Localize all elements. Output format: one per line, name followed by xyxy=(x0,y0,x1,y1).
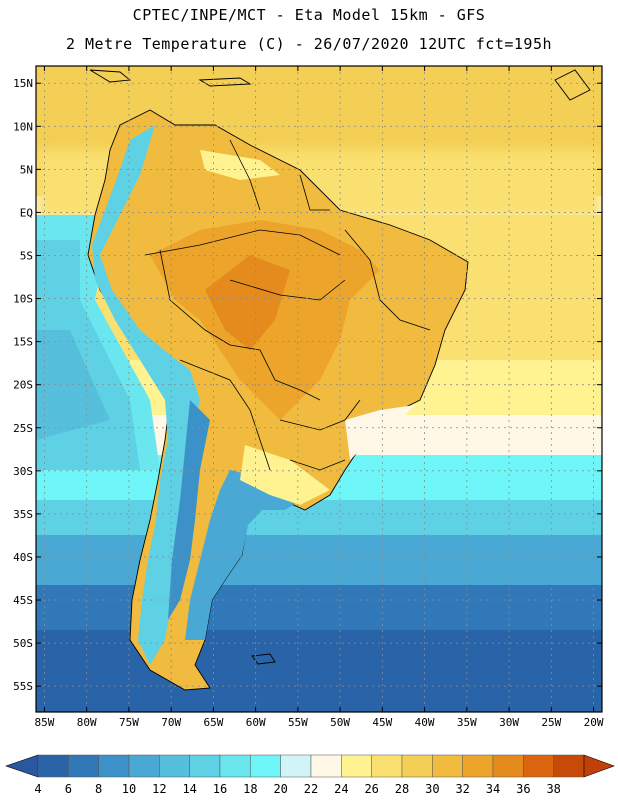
colorbar-label: 24 xyxy=(334,782,348,796)
colorbar-label: 34 xyxy=(486,782,500,796)
colorbar-low-arrow xyxy=(5,754,39,778)
lat-tick-label: 15S xyxy=(13,336,33,349)
lon-tick-label: 30W xyxy=(499,716,519,729)
colorbar-label: 28 xyxy=(395,782,409,796)
colorbar-label: 32 xyxy=(455,782,469,796)
colorbar-label: 10 xyxy=(122,782,136,796)
colorbar-swatch xyxy=(37,754,69,778)
lon-tick-label: 75W xyxy=(119,716,139,729)
colorbar-swatch xyxy=(98,754,130,778)
colorbar-label: 30 xyxy=(425,782,439,796)
colorbar-label: 38 xyxy=(546,782,560,796)
country-borders xyxy=(144,139,431,471)
colorbar-high-arrow xyxy=(583,754,615,778)
colorbar-label: 8 xyxy=(95,782,102,796)
caribbean-islands xyxy=(89,69,591,101)
colorbar-swatch xyxy=(128,754,160,778)
colorbar-label: 26 xyxy=(364,782,378,796)
colorbar-label: 12 xyxy=(152,782,166,796)
colorbar-swatch xyxy=(492,754,524,778)
band-8 xyxy=(36,585,602,635)
lon-tick-label: 55W xyxy=(288,716,308,729)
colorbar-label: 14 xyxy=(182,782,196,796)
colorbar-swatch xyxy=(401,754,433,778)
band-4 xyxy=(36,630,602,712)
lat-tick-label: 30S xyxy=(13,465,33,478)
colorbar-swatch xyxy=(310,754,342,778)
latitude-axis: 15N 10N 5N EQ 5S 10S 15S 20S 25S 30S 35S 40S 45S 50S 5… xyxy=(13,77,602,693)
temperature-field xyxy=(36,66,602,712)
lon-tick-label: 20W xyxy=(584,716,604,729)
colorbar-swatch xyxy=(159,754,190,778)
colorbar-swatches xyxy=(5,754,615,778)
lat-tick-label: 50S xyxy=(13,637,33,650)
colorbar-label: 36 xyxy=(516,782,530,796)
lon-tick-label: 70W xyxy=(161,716,181,729)
colorbar-swatch xyxy=(341,754,372,778)
lat-tick-label: 10N xyxy=(13,120,33,133)
map-title-line-1: CPTEC/INPE/MCT - Eta Model 15km - GFS xyxy=(132,6,486,24)
colorbar-swatch xyxy=(219,754,251,778)
lon-tick-label: 85W xyxy=(35,716,55,729)
colorbar-swatch xyxy=(250,754,281,778)
southern-cone xyxy=(185,470,300,640)
lat-tick-label: 25S xyxy=(13,422,33,435)
map-title-line-2: 2 Metre Temperature (C) - 26/07/2020 12U… xyxy=(65,35,553,53)
lat-tick-label: 40S xyxy=(13,551,33,564)
band-16 xyxy=(36,500,602,540)
lon-tick-label: 25W xyxy=(541,716,561,729)
colorbar-swatch xyxy=(462,754,494,778)
colorbar-label: 4 xyxy=(34,782,41,796)
lat-tick-label: 5S xyxy=(20,249,33,262)
colorbar-swatch xyxy=(553,754,585,778)
lat-tick-label: 55S xyxy=(13,680,33,693)
longitude-axis: 85W 80W 75W 70W 65W 60W 55W 50W 45W 40W 35W 30W 25W 2… xyxy=(35,66,604,729)
colorbar-label: 6 xyxy=(65,782,72,796)
band-12 xyxy=(36,535,602,590)
colorbar-swatch xyxy=(280,754,312,778)
lat-tick-label: EQ xyxy=(20,206,33,219)
lon-tick-label: 45W xyxy=(372,716,392,729)
map-frame xyxy=(35,65,603,713)
colorbar-label: 16 xyxy=(213,782,227,796)
andes-cold-strip xyxy=(92,125,200,665)
lat-tick-label: 10S xyxy=(13,293,33,306)
colorbar-labels: 4 6 8 10 12 14 16 18 20 22 24 26 28 30 32 34 36 38 xyxy=(34,782,561,796)
colorbar-swatch xyxy=(523,754,554,778)
lat-tick-label: 5N xyxy=(20,163,33,176)
colorbar-swatch xyxy=(432,754,463,778)
graticule xyxy=(36,66,602,712)
colorbar-label: 18 xyxy=(243,782,257,796)
lon-tick-label: 65W xyxy=(203,716,223,729)
lon-tick-label: 60W xyxy=(246,716,266,729)
lon-tick-label: 50W xyxy=(330,716,350,729)
colorbar-swatch xyxy=(189,754,221,778)
temperature-colorbar: 4 6 8 10 12 14 16 18 20 22 24 26 28 30 32 34 36 38 xyxy=(5,754,615,796)
colorbar-label: 20 xyxy=(273,782,287,796)
lon-tick-label: 35W xyxy=(457,716,477,729)
lat-tick-label: 15N xyxy=(13,77,33,90)
colorbar-swatch xyxy=(68,754,99,778)
colorbar-swatch xyxy=(371,754,403,778)
lon-tick-label: 40W xyxy=(415,716,435,729)
lon-tick-label: 80W xyxy=(77,716,97,729)
lat-tick-label: 35S xyxy=(13,508,33,521)
colorbar-label: 22 xyxy=(304,782,318,796)
lat-tick-label: 20S xyxy=(13,379,33,392)
temperature-map: 15N 10N 5N EQ 5S 10S 15S 20S 25S 30S 35S 40S 45S 50S 5… xyxy=(13,65,604,729)
lat-tick-label: 45S xyxy=(13,594,33,607)
